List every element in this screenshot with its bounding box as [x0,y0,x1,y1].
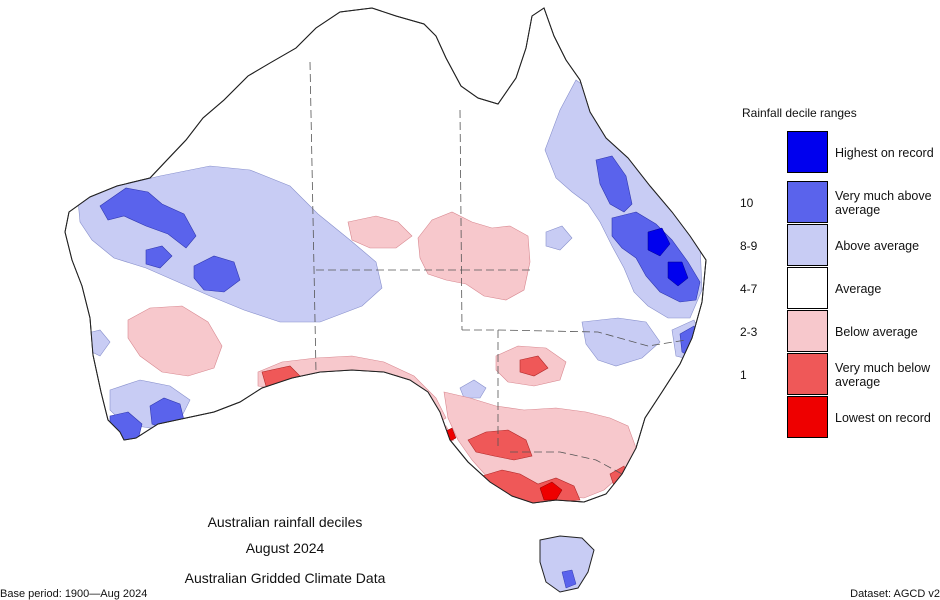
legend-swatch-average [787,267,828,309]
legend-swatch-very-much-above [787,181,828,223]
legend-label: Very much above average [835,188,932,217]
legend-decile: 2-3 [740,324,758,339]
highest-on-record-regions [647,227,689,287]
legend-swatch-very-much-below [787,353,828,395]
legend-decile: 8-9 [740,238,758,253]
legend-label: Lowest on record [835,410,931,425]
legend-title: Rainfall decile ranges [742,106,857,120]
legend-label: Highest on record [835,145,934,160]
legend-decile [740,396,776,439]
legend-swatch-above [787,224,828,266]
tasmania [539,535,595,593]
legend-row-above: 8-9 Above average [740,224,930,267]
legend-label: Average [835,281,882,296]
legend-row-very-much-above: 10 Very much above average [740,181,932,224]
legend-row-highest: Highest on record [740,131,934,174]
legend-swatch-below [787,310,828,352]
legend-decile: 10 [740,195,754,210]
legend-decile: 1 [740,367,747,382]
dataset-label: Dataset: AGCD v2 [850,588,940,600]
legend-row-average: 4-7 Average [740,267,930,310]
legend-row-below: 2-3 Below average [740,310,930,353]
legend-label: Very much below average [835,360,931,389]
legend-decile [740,131,776,174]
coastline [64,7,707,504]
map-title: Australian rainfall deciles [207,514,363,530]
legend-label: Below average [835,324,918,339]
map-source: Australian Gridded Climate Data [184,570,386,586]
map-period: August 2024 [245,540,325,556]
base-period: Base period: 1900—Aug 2024 [0,588,148,600]
state-borders [309,61,687,475]
legend-decile: 4-7 [740,281,758,296]
below-average-regions [127,211,637,499]
legend-row-very-much-below: 1 Very much below average [740,353,930,396]
legend-swatch-highest [787,131,828,173]
legend-row-lowest: Lowest on record [740,396,931,439]
legend-label: Above average [835,238,920,253]
legend-swatch-lowest [787,396,828,438]
